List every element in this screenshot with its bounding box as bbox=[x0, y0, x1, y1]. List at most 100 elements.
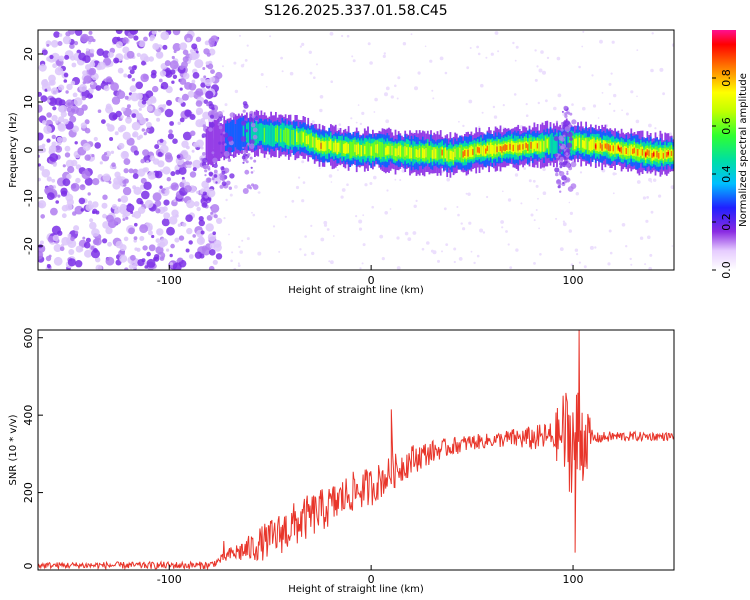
ridge-cell bbox=[581, 140, 584, 148]
noise-speckle bbox=[431, 89, 434, 92]
noise-speckle bbox=[319, 95, 324, 99]
noise-blob bbox=[70, 236, 75, 242]
noise-speckle bbox=[538, 227, 540, 230]
transition-blob bbox=[566, 142, 573, 149]
noise-blob bbox=[140, 73, 149, 83]
ridge-cell bbox=[370, 146, 373, 156]
ridge-cell bbox=[321, 141, 324, 151]
noise-blob bbox=[177, 257, 182, 262]
noise-blob bbox=[107, 51, 114, 58]
noise-speckle bbox=[299, 248, 302, 251]
noise-blob bbox=[97, 61, 106, 70]
noise-blob bbox=[137, 206, 146, 214]
noise-speckle bbox=[453, 260, 456, 264]
noise-blob bbox=[79, 83, 88, 92]
noise-blob bbox=[210, 211, 214, 215]
transition-blob bbox=[210, 112, 213, 115]
noise-speckle bbox=[355, 215, 358, 218]
noise-speckle bbox=[473, 261, 476, 265]
noise-blob bbox=[207, 233, 217, 242]
ridge-cell bbox=[462, 151, 465, 158]
noise-blob bbox=[195, 100, 203, 107]
noise-speckle bbox=[379, 234, 384, 239]
noise-blob bbox=[46, 192, 55, 201]
ridge-cell bbox=[428, 145, 431, 163]
noise-blob bbox=[89, 53, 95, 58]
y-tick-label: 600 bbox=[22, 328, 35, 349]
ridge-cell bbox=[641, 149, 644, 156]
transition-blob bbox=[565, 152, 569, 156]
noise-blob bbox=[72, 125, 79, 133]
ridge-cell bbox=[420, 146, 423, 159]
ridge-cell bbox=[657, 152, 660, 159]
ridge-cell bbox=[417, 149, 419, 158]
noise-speckle bbox=[237, 264, 241, 267]
noise-speckle bbox=[502, 126, 505, 129]
noise-blob bbox=[91, 228, 100, 237]
noise-speckle bbox=[555, 217, 558, 220]
x-tick-label: 100 bbox=[563, 573, 584, 586]
noise-speckle bbox=[668, 132, 673, 136]
noise-blob bbox=[128, 66, 133, 70]
noise-blob bbox=[141, 190, 150, 200]
noise-blob bbox=[84, 154, 91, 161]
figure-title: S126.2025.337.01.58.C45 bbox=[264, 3, 447, 19]
noise-blob bbox=[159, 256, 165, 261]
noise-speckle bbox=[374, 97, 378, 102]
ridge-cell bbox=[304, 130, 306, 146]
noise-blob bbox=[66, 173, 72, 180]
noise-blob bbox=[143, 181, 152, 190]
noise-blob bbox=[51, 178, 56, 183]
noise-blob bbox=[40, 95, 48, 102]
ridge-cell bbox=[523, 141, 526, 150]
noise-blob bbox=[81, 96, 87, 101]
noise-speckle bbox=[469, 47, 472, 49]
ridge-cell bbox=[611, 145, 613, 153]
ridge-cell bbox=[455, 147, 458, 160]
noise-speckle bbox=[530, 213, 534, 217]
noise-blob bbox=[162, 44, 168, 50]
snr-frame bbox=[37, 329, 675, 571]
noise-blob bbox=[65, 90, 69, 94]
ridge-cell bbox=[317, 140, 319, 150]
ridge-cell bbox=[212, 121, 214, 168]
noise-speckle bbox=[576, 253, 579, 256]
transition-blob bbox=[249, 143, 255, 149]
noise-speckle bbox=[575, 192, 579, 196]
noise-blob bbox=[60, 111, 67, 118]
ridge-cell bbox=[418, 148, 421, 158]
noise-speckle bbox=[648, 177, 652, 182]
noise-speckle bbox=[223, 217, 226, 220]
noise-blob bbox=[52, 234, 60, 242]
noise-blob bbox=[156, 51, 163, 58]
noise-blob bbox=[91, 154, 95, 158]
noise-blob bbox=[201, 245, 208, 252]
noise-speckle bbox=[621, 223, 626, 227]
noise-speckle bbox=[246, 44, 249, 47]
ridge-cell bbox=[386, 145, 389, 155]
noise-speckle bbox=[340, 195, 344, 199]
noise-blob bbox=[67, 166, 75, 174]
ridge-cell bbox=[342, 144, 345, 154]
transition-blob bbox=[224, 143, 227, 146]
noise-blob bbox=[131, 121, 141, 131]
noise-speckle bbox=[557, 93, 562, 98]
noise-blob bbox=[117, 198, 122, 202]
noise-speckle bbox=[553, 106, 557, 111]
colorbar-tick-label: 0.0 bbox=[720, 261, 733, 279]
noise-blob bbox=[71, 159, 78, 167]
noise-speckle bbox=[629, 257, 632, 261]
noise-speckle bbox=[482, 231, 486, 234]
transition-blob bbox=[559, 143, 562, 146]
noise-speckle bbox=[389, 208, 392, 210]
noise-speckle bbox=[542, 167, 546, 172]
noise-speckle bbox=[659, 67, 664, 72]
noise-speckle bbox=[470, 250, 473, 253]
noise-blob bbox=[103, 85, 110, 92]
noise-speckle bbox=[330, 80, 334, 83]
noise-blob bbox=[138, 134, 143, 139]
noise-blob bbox=[178, 235, 185, 241]
noise-speckle bbox=[481, 111, 484, 114]
transition-blob bbox=[559, 171, 565, 177]
noise-speckle bbox=[520, 202, 523, 205]
